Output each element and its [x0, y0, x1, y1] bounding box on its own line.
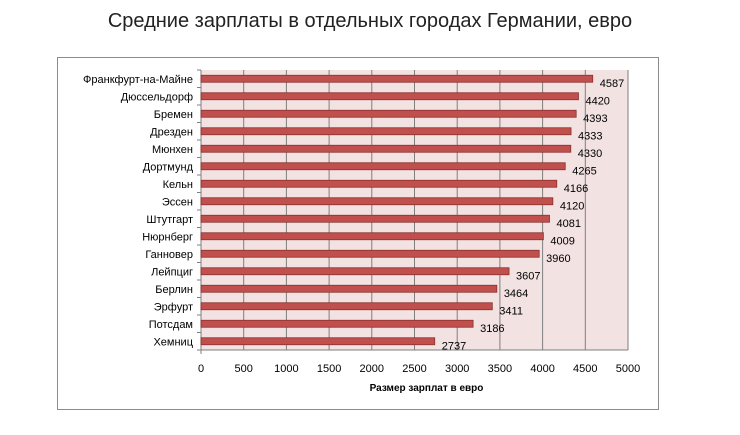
value-label: 3960: [546, 253, 570, 265]
category-label: Дортмунд: [143, 161, 194, 173]
value-label: 4265: [572, 165, 596, 177]
bar: [200, 337, 436, 346]
category-label: Хемниц: [153, 336, 193, 348]
value-label: 3464: [504, 288, 528, 300]
category-label: Потсдам: [149, 319, 193, 331]
x-tick-label: 500: [235, 363, 253, 375]
bar: [200, 179, 558, 188]
category-label: Штутгарт: [146, 214, 193, 226]
bar: [200, 92, 579, 101]
value-label: 3607: [516, 270, 540, 282]
bar: [200, 302, 493, 311]
value-label: 3186: [480, 323, 504, 335]
category-label: Лейпциг: [151, 266, 193, 278]
bar: [200, 197, 554, 206]
value-label: 4330: [578, 148, 602, 160]
category-label: Дрезден: [150, 126, 193, 138]
x-tick-label: 1000: [274, 363, 298, 375]
value-label: 2737: [442, 340, 466, 352]
category-label: Нюрнберг: [142, 231, 193, 243]
bar: [200, 232, 544, 241]
x-tick-label: 5000: [616, 363, 640, 375]
value-label: 3411: [499, 305, 523, 317]
category-label: Мюнхен: [152, 144, 193, 156]
category-label: Ганновер: [145, 249, 193, 261]
x-tick-label: 3000: [445, 363, 469, 375]
bar: [200, 109, 577, 118]
value-label: 4009: [550, 235, 574, 247]
value-label: 4333: [578, 130, 602, 142]
x-tick-label: 2500: [402, 363, 426, 375]
category-label: Франкфурт-на-Майне: [83, 74, 193, 86]
bar: [200, 284, 498, 293]
x-tick-label: 1500: [317, 363, 341, 375]
x-tick-label: 3500: [488, 363, 512, 375]
bar: [200, 144, 572, 153]
category-label: Дюссельдорф: [121, 91, 193, 103]
bar: [200, 319, 474, 328]
value-label: 4393: [583, 113, 607, 125]
value-label: 4587: [600, 78, 624, 90]
value-label: 4166: [564, 183, 588, 195]
value-label: 4420: [585, 95, 609, 107]
x-tick-label: 0: [198, 363, 204, 375]
value-label: 4081: [557, 218, 581, 230]
x-tick-label: 2000: [360, 363, 384, 375]
x-tick-label: 4500: [573, 363, 597, 375]
bar: [200, 249, 540, 258]
bar: [200, 127, 572, 136]
category-label: Бремен: [154, 109, 193, 121]
x-axis-title: Размер зарплат в евро: [370, 383, 484, 394]
bar: [200, 74, 594, 83]
x-tick-label: 4000: [530, 363, 554, 375]
category-label: Кельн: [163, 179, 193, 191]
category-label: Эрфурт: [154, 301, 193, 313]
bar: [200, 214, 550, 223]
category-label: Берлин: [155, 284, 193, 296]
chart-title: Средние зарплаты в отдельных городах Гер…: [107, 10, 633, 32]
bar: [200, 162, 566, 171]
category-label: Эссен: [162, 196, 193, 208]
value-label: 4120: [560, 200, 584, 212]
bar: [200, 267, 510, 276]
